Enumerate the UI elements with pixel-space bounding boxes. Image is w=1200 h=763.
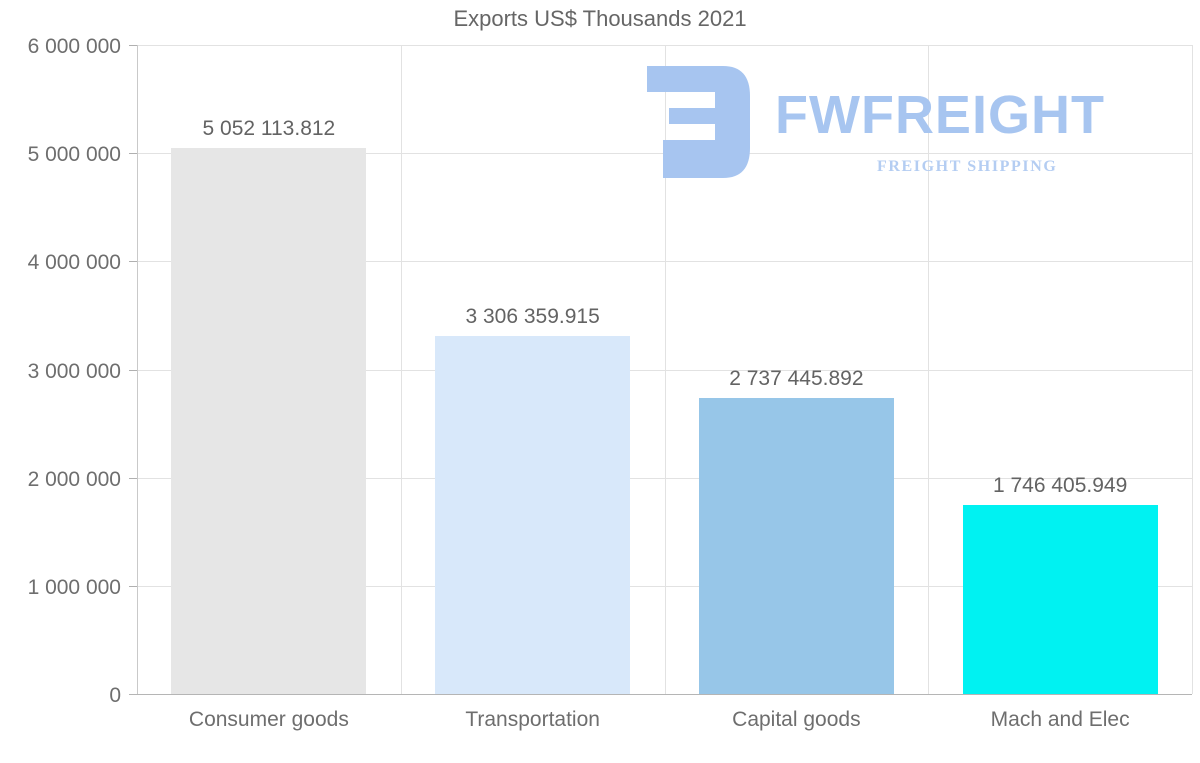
- x-axis-tick-label: Consumer goods: [189, 708, 349, 731]
- y-axis-tick-label: 4 000 000: [28, 251, 121, 274]
- bar[interactable]: [699, 398, 894, 694]
- x-axis-tick-label: Transportation: [465, 708, 600, 731]
- bar[interactable]: [963, 505, 1158, 694]
- x-axis-labels: Consumer goods Transportation Capital good…: [189, 708, 1130, 731]
- y-axis-tick-label: 6 000 000: [28, 35, 121, 58]
- bar[interactable]: [435, 336, 630, 694]
- bar-value-labels: 5 052 113.812 3 306 359.915 2 737 445.892 1…: [203, 117, 1128, 497]
- y-axis-tick-label: 2 000 000: [28, 468, 121, 491]
- bars: [171, 148, 1158, 694]
- y-axis-labels: 0 1 000 000 2 000 000 3 000 000 4 000 000 5 0…: [28, 35, 121, 707]
- bar-value-label: 1 746 405.949: [993, 474, 1127, 497]
- bar[interactable]: [171, 148, 366, 694]
- y-axis-tick-label: 5 000 000: [28, 143, 121, 166]
- category-separators: [401, 45, 1193, 694]
- bar-value-label: 2 737 445.892: [729, 367, 863, 390]
- bar-value-label: 3 306 359.915: [465, 305, 599, 328]
- y-axis-tick-label: 1 000 000: [28, 576, 121, 599]
- x-axis-tick-label: Capital goods: [732, 708, 860, 731]
- y-axis-tick-label: 3 000 000: [28, 360, 121, 383]
- y-axis-tick-label: 0: [109, 684, 121, 707]
- axis-lines: [129, 45, 1192, 695]
- chart-title: Exports US$ Thousands 2021: [453, 6, 747, 31]
- bar-value-label: 5 052 113.812: [203, 117, 336, 140]
- x-axis-tick-label: Mach and Elec: [991, 708, 1130, 731]
